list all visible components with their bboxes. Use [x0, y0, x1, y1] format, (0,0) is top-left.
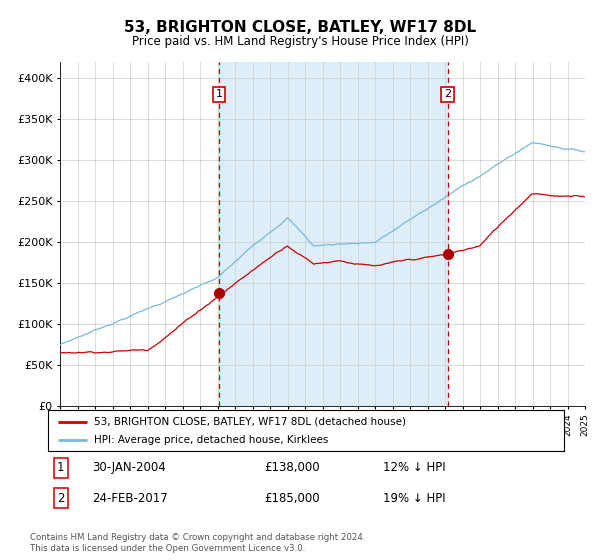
Text: 1: 1 — [215, 89, 223, 99]
Text: Price paid vs. HM Land Registry's House Price Index (HPI): Price paid vs. HM Land Registry's House … — [131, 35, 469, 48]
Text: 53, BRIGHTON CLOSE, BATLEY, WF17 8DL (detached house): 53, BRIGHTON CLOSE, BATLEY, WF17 8DL (de… — [94, 417, 406, 427]
Text: HPI: Average price, detached house, Kirklees: HPI: Average price, detached house, Kirk… — [94, 435, 329, 445]
Text: 24-FEB-2017: 24-FEB-2017 — [92, 492, 167, 505]
Text: 2: 2 — [444, 89, 451, 99]
FancyBboxPatch shape — [48, 410, 564, 451]
Text: 53, BRIGHTON CLOSE, BATLEY, WF17 8DL: 53, BRIGHTON CLOSE, BATLEY, WF17 8DL — [124, 20, 476, 35]
Text: 19% ↓ HPI: 19% ↓ HPI — [383, 492, 446, 505]
Text: 1: 1 — [57, 461, 65, 474]
Text: 12% ↓ HPI: 12% ↓ HPI — [383, 461, 446, 474]
Text: Contains HM Land Registry data © Crown copyright and database right 2024.
This d: Contains HM Land Registry data © Crown c… — [30, 533, 365, 553]
Bar — [219, 62, 448, 406]
Text: 30-JAN-2004: 30-JAN-2004 — [92, 461, 166, 474]
Text: 2: 2 — [57, 492, 65, 505]
Text: £185,000: £185,000 — [265, 492, 320, 505]
Text: £138,000: £138,000 — [265, 461, 320, 474]
